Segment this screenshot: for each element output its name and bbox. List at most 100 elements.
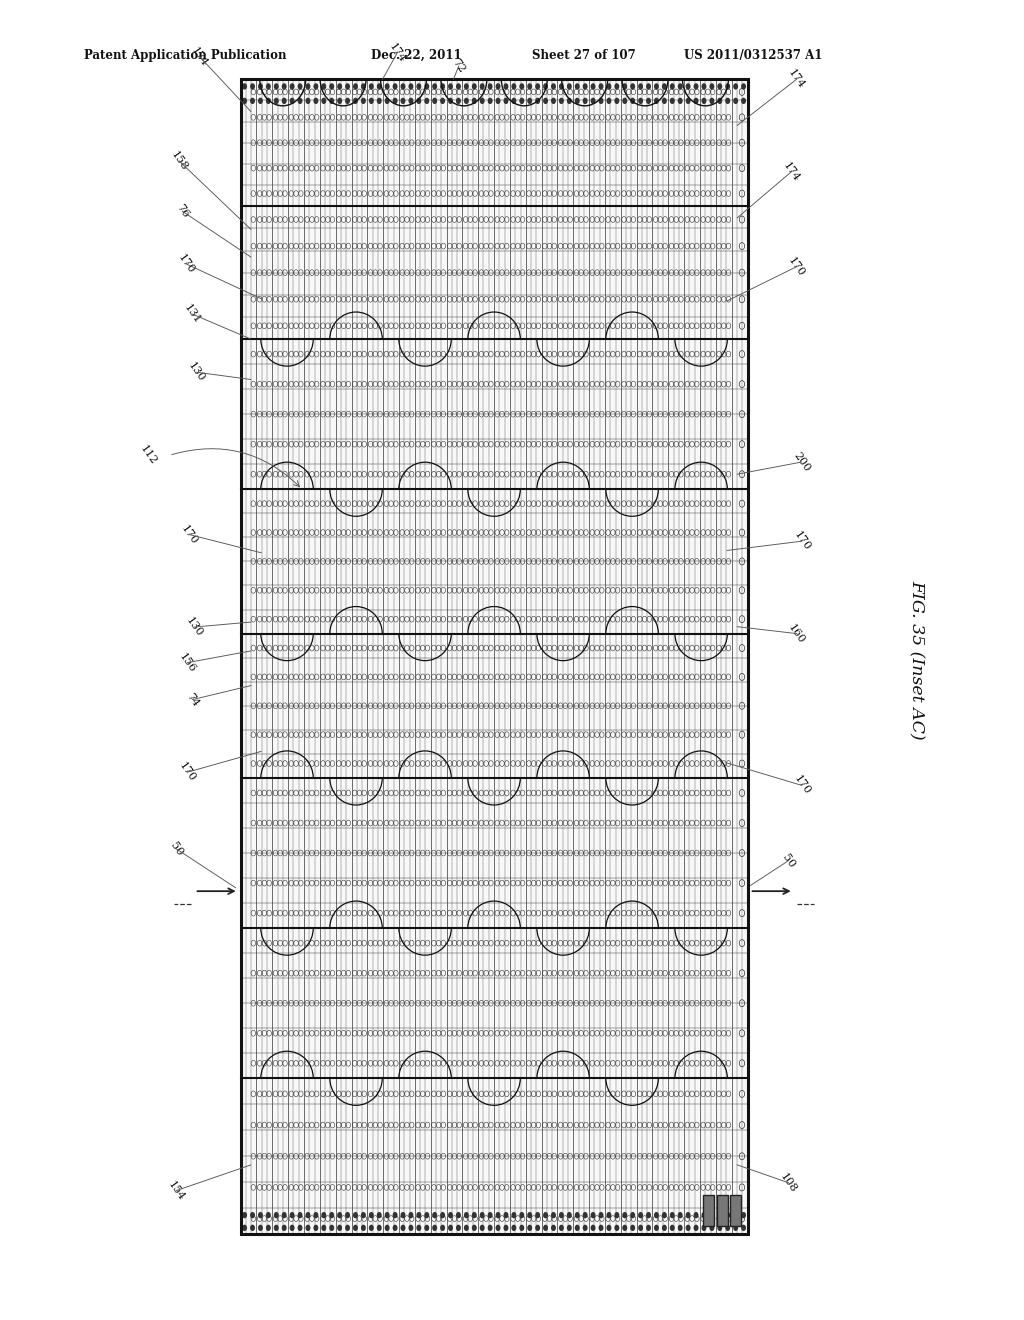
Circle shape xyxy=(440,83,445,90)
Circle shape xyxy=(392,1225,397,1232)
Text: 131: 131 xyxy=(182,302,203,326)
Circle shape xyxy=(353,98,358,104)
Circle shape xyxy=(598,1212,603,1218)
Circle shape xyxy=(511,1212,516,1218)
Circle shape xyxy=(353,83,358,90)
Circle shape xyxy=(290,1225,295,1232)
Circle shape xyxy=(449,83,453,90)
Circle shape xyxy=(511,1225,516,1232)
Circle shape xyxy=(456,1212,461,1218)
Circle shape xyxy=(345,83,350,90)
Circle shape xyxy=(487,1212,493,1218)
Circle shape xyxy=(623,1225,628,1232)
Circle shape xyxy=(322,1225,327,1232)
Circle shape xyxy=(290,1212,295,1218)
Text: 74: 74 xyxy=(184,690,201,709)
Circle shape xyxy=(496,98,501,104)
Text: 170: 170 xyxy=(179,523,200,546)
Circle shape xyxy=(630,1212,635,1218)
Text: 174: 174 xyxy=(387,41,408,65)
Circle shape xyxy=(305,98,310,104)
Circle shape xyxy=(258,1225,263,1232)
Circle shape xyxy=(400,98,406,104)
Circle shape xyxy=(449,1225,453,1232)
Circle shape xyxy=(377,98,382,104)
Circle shape xyxy=(313,1225,318,1232)
Circle shape xyxy=(417,98,421,104)
Circle shape xyxy=(456,98,461,104)
Circle shape xyxy=(598,83,603,90)
Circle shape xyxy=(464,1225,469,1232)
Circle shape xyxy=(686,98,690,104)
Circle shape xyxy=(449,98,453,104)
Circle shape xyxy=(725,98,730,104)
Circle shape xyxy=(360,83,366,90)
Text: 76: 76 xyxy=(174,202,190,220)
Circle shape xyxy=(733,83,738,90)
Text: 174: 174 xyxy=(781,160,802,183)
Circle shape xyxy=(511,83,516,90)
Circle shape xyxy=(313,83,318,90)
Text: 174: 174 xyxy=(189,45,210,69)
Circle shape xyxy=(377,1212,382,1218)
Circle shape xyxy=(345,1225,350,1232)
Circle shape xyxy=(646,1225,651,1232)
Circle shape xyxy=(282,98,287,104)
Circle shape xyxy=(583,83,588,90)
Circle shape xyxy=(623,98,628,104)
Circle shape xyxy=(701,83,707,90)
Text: 200: 200 xyxy=(792,450,812,474)
Circle shape xyxy=(646,98,651,104)
Circle shape xyxy=(693,1225,698,1232)
Bar xyxy=(717,1195,728,1226)
Circle shape xyxy=(718,1225,722,1232)
Text: 170: 170 xyxy=(792,529,812,553)
Circle shape xyxy=(670,1225,675,1232)
Text: 50: 50 xyxy=(168,840,184,858)
Circle shape xyxy=(479,98,484,104)
Circle shape xyxy=(741,1225,746,1232)
Circle shape xyxy=(551,83,556,90)
Circle shape xyxy=(710,98,715,104)
Circle shape xyxy=(733,98,738,104)
Circle shape xyxy=(686,1212,690,1218)
Circle shape xyxy=(527,1212,532,1218)
Circle shape xyxy=(432,83,437,90)
Circle shape xyxy=(385,98,390,104)
Circle shape xyxy=(440,1212,445,1218)
Text: 130: 130 xyxy=(186,360,207,384)
Circle shape xyxy=(258,1212,263,1218)
Circle shape xyxy=(662,83,667,90)
Circle shape xyxy=(432,1212,437,1218)
Circle shape xyxy=(693,83,698,90)
Circle shape xyxy=(670,83,675,90)
Text: 130: 130 xyxy=(184,615,205,639)
Text: 72: 72 xyxy=(451,57,467,75)
Circle shape xyxy=(583,98,588,104)
Bar xyxy=(703,1195,715,1226)
Circle shape xyxy=(551,1212,556,1218)
Circle shape xyxy=(551,98,556,104)
Circle shape xyxy=(409,1225,414,1232)
Circle shape xyxy=(472,1212,477,1218)
Bar xyxy=(241,79,748,1234)
Circle shape xyxy=(377,83,382,90)
Circle shape xyxy=(337,83,342,90)
Circle shape xyxy=(504,1225,509,1232)
Circle shape xyxy=(305,83,310,90)
Circle shape xyxy=(353,1225,358,1232)
Circle shape xyxy=(266,83,270,90)
Circle shape xyxy=(369,83,374,90)
Circle shape xyxy=(543,1212,548,1218)
Circle shape xyxy=(606,98,611,104)
Circle shape xyxy=(377,1225,382,1232)
Circle shape xyxy=(417,1212,421,1218)
Circle shape xyxy=(345,98,350,104)
Circle shape xyxy=(250,1212,255,1218)
Circle shape xyxy=(298,98,302,104)
Circle shape xyxy=(440,1225,445,1232)
Circle shape xyxy=(614,98,620,104)
Circle shape xyxy=(559,83,564,90)
Circle shape xyxy=(733,1225,738,1232)
Circle shape xyxy=(693,98,698,104)
